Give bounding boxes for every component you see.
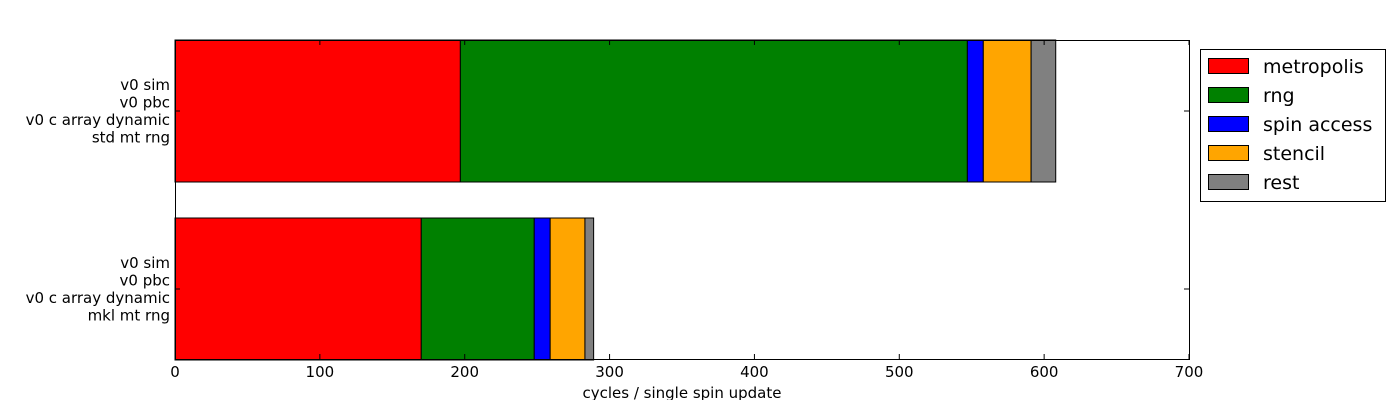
legend-item-stencil: stencil <box>1208 143 1325 165</box>
bar-spin-access-2 <box>533 217 551 361</box>
x-tick-label: 600 <box>1030 363 1059 381</box>
legend-label: spin access <box>1263 114 1372 136</box>
legend-swatch <box>1208 145 1249 161</box>
y-category-line: v0 c array dynamic <box>26 111 170 129</box>
x-tick-label: 500 <box>885 363 914 381</box>
bar-stencil-2 <box>549 217 586 361</box>
bar-rest-1 <box>1030 39 1057 183</box>
legend-item-rng: rng <box>1208 85 1295 107</box>
legend-swatch <box>1208 58 1249 74</box>
bar-rng-2 <box>420 217 535 361</box>
x-tick-label: 300 <box>595 363 624 381</box>
legend-items: metropolis rng spin access stencil rest <box>1208 56 1372 194</box>
legend-label: rest <box>1263 172 1299 194</box>
y-category-line: v0 sim <box>120 76 170 94</box>
x-tick-label: 700 <box>1175 363 1204 381</box>
y-category-line: v0 c array dynamic <box>26 289 170 307</box>
bar-group-1 <box>174 39 1057 183</box>
x-axis-title: cycles / single spin update <box>583 384 782 400</box>
bar-metropolis-2 <box>174 217 422 361</box>
bar-rest-2 <box>584 217 595 361</box>
x-tick-label: 100 <box>306 363 335 381</box>
x-tick-label: 0 <box>170 363 180 381</box>
y-category-line: v0 pbc <box>120 271 170 289</box>
bars-layer <box>174 39 1057 361</box>
y-category-line: v0 sim <box>120 254 170 272</box>
legend: metropolis rng spin access stencil rest <box>1200 49 1386 202</box>
legend-item-metropolis: metropolis <box>1208 56 1364 78</box>
legend-swatch <box>1208 87 1249 103</box>
y-category-line: v0 pbc <box>120 93 170 111</box>
y-category-line: std mt rng <box>92 128 170 146</box>
legend-label: metropolis <box>1263 56 1364 78</box>
plot-frame <box>175 40 1190 360</box>
bar-metropolis-1 <box>174 39 461 183</box>
legend-item-spin-access: spin access <box>1208 114 1372 136</box>
y-category-line: mkl mt rng <box>88 306 170 324</box>
bar-group-2 <box>174 217 595 361</box>
bar-rng-1 <box>459 39 968 183</box>
bar-stencil-1 <box>982 39 1032 183</box>
legend-label: stencil <box>1263 143 1325 165</box>
legend-label: rng <box>1263 85 1295 107</box>
legend-swatch <box>1208 174 1249 190</box>
bar-spin-access-1 <box>966 39 984 183</box>
x-tick-label: 200 <box>450 363 479 381</box>
ticks-layer: 0 100 200 300 400 500 600 700 <box>170 40 1203 381</box>
legend-item-rest: rest <box>1208 172 1299 194</box>
legend-swatch <box>1208 116 1249 132</box>
x-tick-label: 400 <box>740 363 769 381</box>
